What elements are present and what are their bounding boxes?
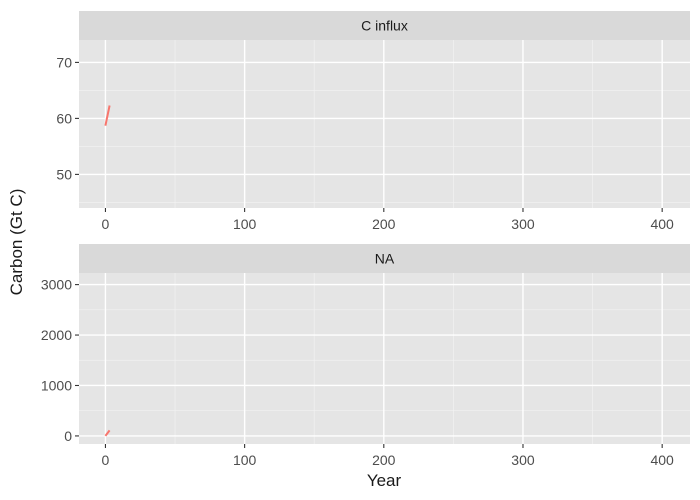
x-tick-label: 100: [233, 452, 257, 468]
y-tick-label: 70: [56, 54, 72, 70]
x-tick-label: 300: [511, 216, 535, 232]
series-line: [104, 105, 111, 126]
x-tick-label: 200: [372, 216, 396, 232]
y-axis-title: Carbon (Gt C): [7, 189, 26, 296]
y-tick-label: 3000: [41, 277, 72, 293]
facet-panel-2: NA 0 1000 2000 3000 0 100 200 300 400: [41, 244, 690, 468]
y-tick-label: 60: [56, 110, 72, 126]
y-tick-label: 2000: [41, 327, 72, 343]
x-tick-label: 0: [102, 452, 110, 468]
facet-strip: [79, 244, 690, 273]
x-axis-title: Year: [367, 471, 402, 490]
x-tick-label: 400: [650, 452, 674, 468]
facet-strip-label: NA: [375, 251, 395, 267]
facet-panel-1: C influx 50 60 70 0 100 200 300 400: [56, 11, 690, 232]
x-tick-label: 0: [102, 216, 110, 232]
facet-strip: [79, 11, 690, 40]
x-tick-label: 100: [233, 216, 257, 232]
y-tick-label: 50: [56, 166, 72, 182]
y-tick-label: 1000: [41, 377, 72, 393]
facet-strip-label: C influx: [361, 18, 408, 34]
series-line: [104, 429, 111, 437]
x-tick-label: 300: [511, 452, 535, 468]
x-tick-label: 200: [372, 452, 396, 468]
y-tick-label: 0: [64, 428, 72, 444]
x-tick-label: 400: [650, 216, 674, 232]
